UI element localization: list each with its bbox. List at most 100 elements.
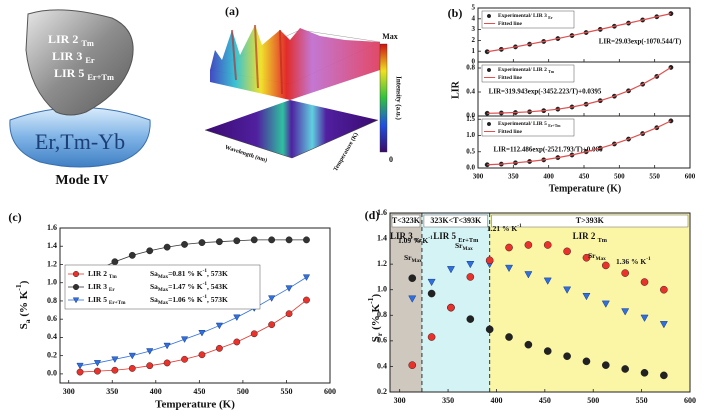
subscript: Tm (548, 70, 555, 74)
y-tick-label: 1.2 (377, 259, 387, 268)
marker (76, 368, 84, 376)
superscript: -1 (646, 256, 651, 262)
legend-label: Experimental/ LIR 3 Er (498, 13, 553, 20)
annotation: 1.21 % K-1 (487, 223, 522, 233)
legend-label: Experimental/ LIR 5 Er+Tm (498, 121, 561, 128)
region-sublabel: LIR 5 Er+Tm (433, 231, 479, 244)
y-tick-label: 3 (472, 25, 476, 33)
text-part: , 573K (207, 295, 228, 304)
x-axis-label: Temperature (K) (549, 183, 622, 194)
marker (93, 360, 102, 367)
marker (446, 266, 455, 274)
marker (146, 362, 154, 370)
subscript: Er+Tm (109, 300, 126, 306)
region-label-box (423, 214, 488, 228)
subscript: Tm (81, 39, 94, 48)
marker (427, 333, 436, 341)
marker (487, 67, 492, 72)
x-tick-label: 350 (508, 173, 519, 181)
subscript: Er+Tm (548, 124, 561, 128)
y-tick-label: 0.5 (466, 147, 475, 155)
y-tick-label: 1.6 (377, 208, 387, 217)
marker (268, 236, 276, 244)
x-tick-label: 300 (63, 387, 75, 396)
region-sublabel: LIR 2 Tm (573, 231, 608, 244)
equation: LIR=112.486exp(-2521.793/T)+0.066 (494, 146, 603, 154)
subscript: Tm (598, 237, 608, 244)
marker (233, 338, 241, 346)
x-tick-label: 400 (543, 173, 554, 181)
x-tick-label: 550 (280, 387, 292, 396)
marker (285, 310, 293, 318)
spectral-surface (210, 25, 380, 100)
text-part: ) (370, 293, 382, 297)
legend-note: SaMax=1.47 % K-1, 543K (150, 281, 228, 293)
marker (215, 238, 223, 246)
x-tick-label: 350 (106, 387, 118, 396)
y-tick-label: 0.4 (466, 88, 475, 96)
marker (72, 297, 80, 304)
superscript: -1 (366, 297, 375, 304)
y-tick-label: 1.0 (377, 285, 387, 294)
host-label: Er,Tm-Yb (35, 129, 125, 154)
dome (25, 9, 134, 116)
subscript: Max (158, 287, 169, 293)
marker (198, 351, 206, 359)
mode-label: Mode IV (55, 173, 108, 188)
marker (268, 295, 276, 302)
marker (94, 367, 101, 375)
text-part: 1.21 % K (487, 224, 517, 233)
text-part: LIR 3 (52, 49, 85, 63)
y-tick-label: 0.6 (47, 314, 57, 323)
y-tick-label: 1.6 (47, 223, 57, 232)
text-part: Sr (455, 241, 463, 250)
x-axis-label: Temperature (K) (155, 399, 235, 411)
subscript: Er (415, 237, 422, 244)
marker (660, 285, 668, 294)
marker (659, 321, 668, 329)
axis-line (204, 129, 293, 159)
x-tick-label: 300 (394, 396, 406, 405)
panel-label: (a) (225, 4, 239, 18)
text-part: LIR 2 (48, 32, 81, 46)
marker (563, 286, 572, 294)
x-tick-label: 400 (150, 387, 162, 396)
dome-label: LIR 3 Er (52, 49, 95, 66)
y-axis-label: Sr (% K-1) (366, 293, 384, 342)
series-line (79, 276, 307, 367)
marker (180, 336, 189, 343)
subscript: Er (85, 56, 95, 65)
text-part: =1.47 % K (168, 282, 203, 291)
marker (660, 371, 668, 380)
subscript: Er+Tm (458, 237, 479, 244)
subscript: a (23, 319, 32, 323)
annotation: SrMax (588, 251, 606, 262)
series-line (487, 120, 672, 166)
legend-note: SaMax=1.06 % K-1, 573K (150, 294, 228, 306)
subscript: Max (596, 256, 607, 262)
marker (640, 369, 649, 377)
y-tick-label: 0.4 (377, 361, 387, 370)
marker (543, 347, 552, 355)
region-label-box (491, 214, 689, 228)
text-part: Sa (150, 269, 158, 278)
y-tick-label: 5 (472, 4, 476, 12)
text-part: Sr (404, 253, 412, 262)
text-part: =0.81 % K (168, 269, 203, 278)
y-tick-label: 0.8 (47, 296, 57, 305)
y-tick-label: 0.0 (466, 164, 475, 172)
text-part: S (370, 336, 382, 342)
legend-label: LIR 2 Tm (88, 269, 117, 280)
surface-ridge (231, 24, 283, 95)
text-part: Experimental/ LIR 5 (498, 121, 548, 127)
text-part: Experimental/ LIR 2 (498, 67, 548, 73)
x-tick-label: 550 (649, 173, 660, 181)
series-line (487, 66, 672, 114)
annotation: 1.36 % K-1 (616, 256, 651, 266)
x-tick-label: 450 (539, 396, 551, 405)
subscript: Tm (109, 274, 118, 280)
equation: LIR=319.943exp(-3452.223/T)+0.0395 (489, 88, 602, 96)
legend-label: LIR 3 Er (88, 282, 115, 293)
y-tick-label: 0.4 (47, 332, 57, 341)
